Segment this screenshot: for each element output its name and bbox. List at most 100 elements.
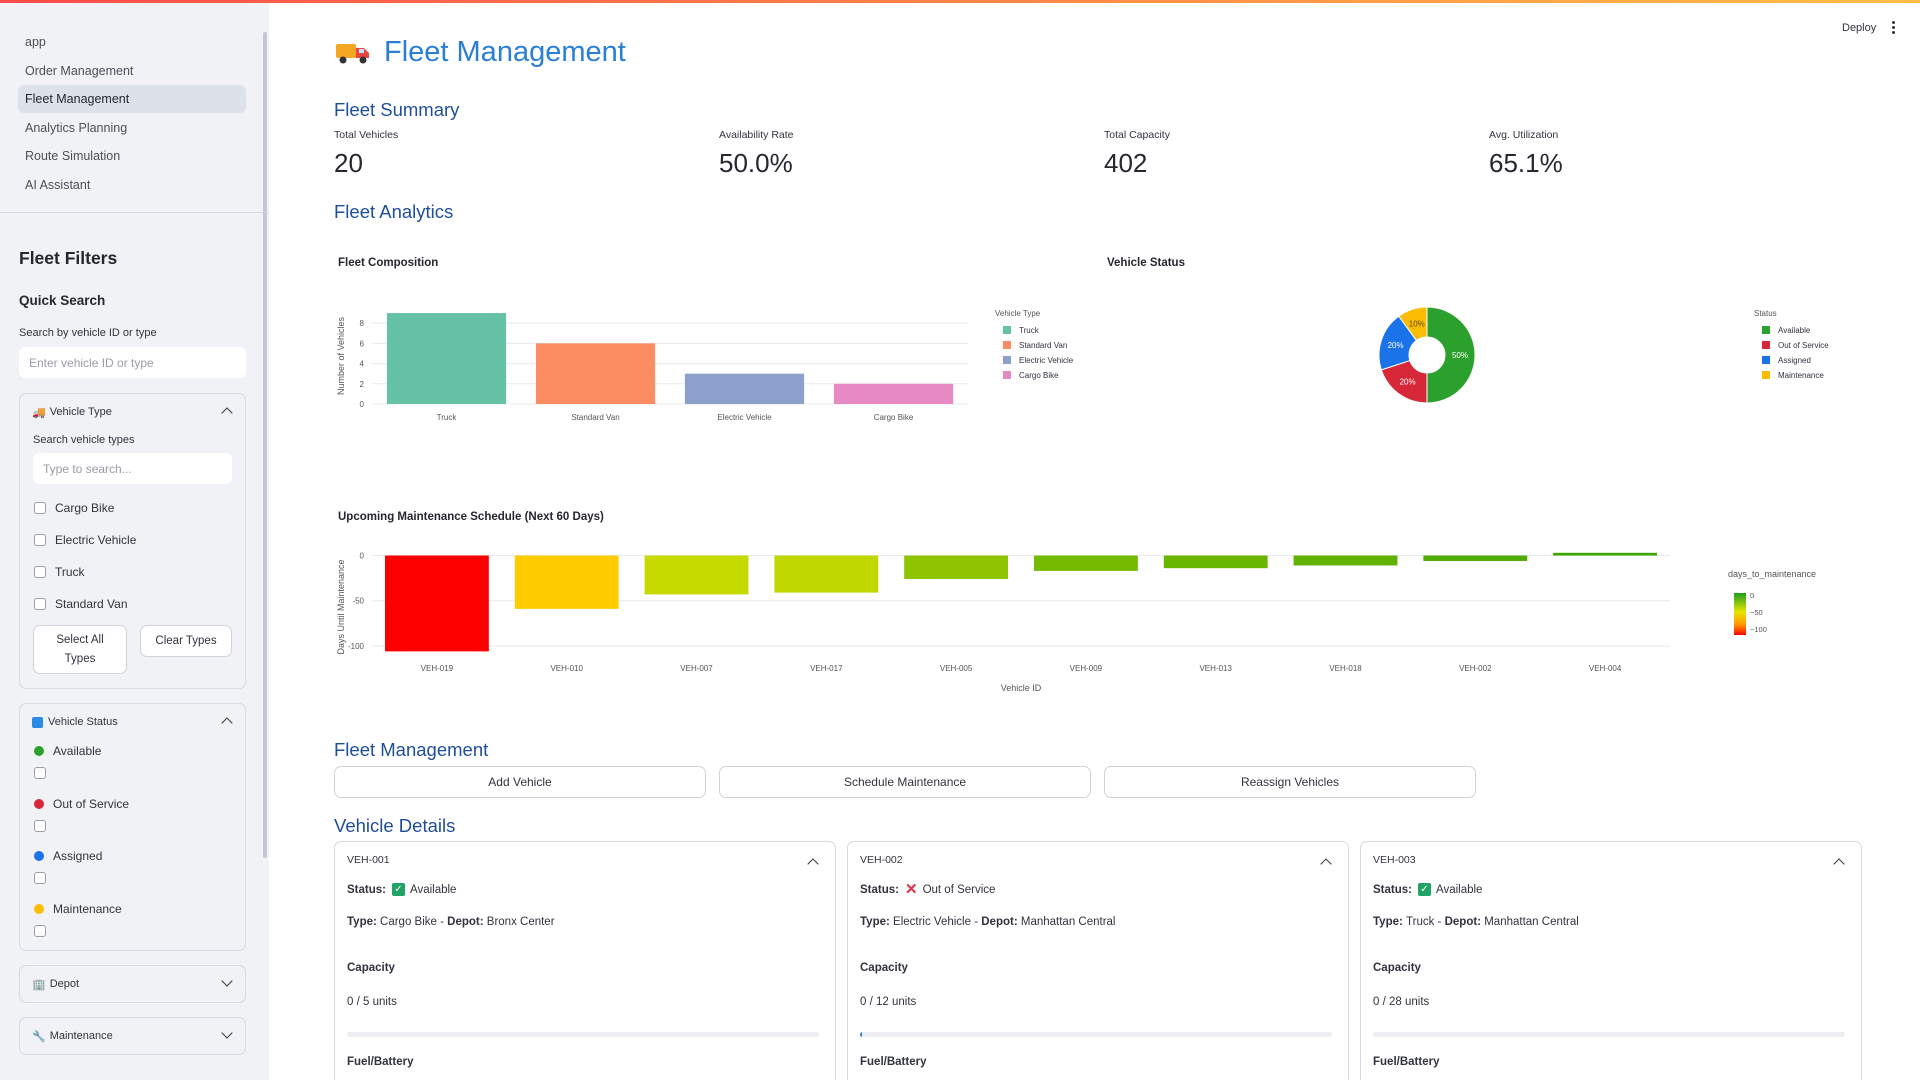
type-option-truck[interactable]: Truck: [34, 565, 85, 579]
status-label: Status:: [860, 883, 899, 896]
chevron-up-icon[interactable]: [1833, 858, 1845, 870]
nav-item-route-simulation[interactable]: Route Simulation: [25, 149, 121, 164]
vehicle-id: VEH-002: [860, 854, 903, 866]
vehicle-status-line: Status: ✓ Available: [1373, 883, 1482, 896]
vehicle-status-header[interactable]: Vehicle Status: [20, 704, 245, 740]
filters-title: Fleet Filters: [19, 248, 118, 268]
clear-types-button[interactable]: Clear Types: [140, 625, 232, 657]
status-label: Status:: [1373, 883, 1412, 896]
legend-swatch: [1762, 326, 1770, 334]
type-label: Type:: [1373, 916, 1403, 928]
legend-label: Standard Van: [1019, 341, 1067, 350]
status-available: Available: [34, 744, 101, 758]
chevron-up-icon: [221, 717, 233, 729]
checkbox[interactable]: [34, 502, 46, 514]
fleet-summary-heading: Fleet Summary: [334, 99, 460, 120]
status-icon: [32, 716, 43, 728]
type-value: Cargo Bike: [380, 916, 437, 928]
main-menu-icon[interactable]: [1892, 21, 1896, 36]
legend-swatch: [1003, 341, 1011, 349]
depot-label: Depot:: [447, 916, 484, 928]
x-tick-label: Cargo Bike: [874, 413, 914, 422]
select-all-types-button[interactable]: Select All Types: [33, 625, 127, 674]
capacity-bar-fill: [860, 1032, 862, 1037]
sidebar-scrollbar[interactable]: [263, 32, 267, 858]
vehicle-type-title: Vehicle Type: [49, 406, 112, 418]
y-tick-label: -50: [352, 597, 364, 606]
chevron-up-icon[interactable]: [807, 858, 819, 870]
bar: [1293, 555, 1398, 566]
nav-item-analytics-planning[interactable]: Analytics Planning: [25, 120, 128, 135]
bar: [644, 555, 749, 595]
depot-expander[interactable]: 🏢 Depot: [19, 965, 246, 1003]
search-label: Search by vehicle ID or type: [19, 327, 157, 339]
status-maintenance-checkbox[interactable]: [34, 925, 46, 937]
status-available-checkbox[interactable]: [34, 767, 46, 779]
status-assigned-checkbox[interactable]: [34, 872, 46, 884]
maintenance-expander[interactable]: 🔧 Maintenance: [19, 1017, 246, 1055]
x-tick-label: VEH-009: [1070, 664, 1103, 673]
chevron-up-icon[interactable]: [1320, 858, 1332, 870]
page-title: Fleet Management: [335, 36, 626, 69]
status-out-of-service-checkbox[interactable]: [34, 820, 46, 832]
fuel-label: Fuel/Battery: [347, 1056, 414, 1068]
x-tick-label: Standard Van: [571, 413, 619, 422]
nav-item-fleet-management[interactable]: Fleet Management: [18, 85, 246, 114]
vehicle-card: VEH-003 Status: ✓ Available Type: Truck …: [1360, 841, 1862, 1080]
vehicle-status-line: Status: ✓ Available: [347, 883, 456, 896]
status-label: Available: [53, 744, 102, 758]
metric-availability-rate: Availability Rate 50.0%: [719, 129, 794, 179]
y-tick-label: 0: [360, 400, 365, 409]
check-icon: ✓: [391, 883, 405, 896]
checkbox[interactable]: [34, 566, 46, 578]
legend-swatch: [1003, 371, 1011, 379]
status-label: Maintenance: [53, 902, 122, 916]
fleet-composition-chart: 0 2 4 6 8 Number of Vehicles Truck Standard Van…: [336, 309, 1074, 422]
x-tick-label: VEH-005: [940, 664, 973, 673]
schedule-maintenance-button[interactable]: Schedule Maintenance: [719, 766, 1091, 798]
vehicle-status-expander: Vehicle Status Available Out of Service …: [19, 703, 246, 951]
vehicle-type-line: Type: Electric Vehicle - Depot: Manhatta…: [860, 916, 1116, 928]
deploy-button[interactable]: Deploy: [1842, 22, 1877, 34]
metric-label: Total Vehicles: [334, 129, 399, 141]
fleet-management-heading: Fleet Management: [334, 739, 489, 760]
depot-value: Manhattan Central: [1484, 916, 1579, 928]
nav-item-app[interactable]: app: [25, 35, 46, 49]
top-accent-bar: [0, 0, 1920, 3]
metric-value: 50.0%: [719, 148, 793, 178]
type-option-standard-van[interactable]: Standard Van: [34, 597, 128, 611]
vehicle-type-search-input[interactable]: Type to search...: [33, 453, 232, 484]
status-value: Out of Service: [922, 883, 996, 896]
capacity-label: Capacity: [860, 962, 908, 974]
bar: [535, 343, 656, 404]
add-vehicle-button[interactable]: Add Vehicle: [334, 766, 706, 798]
status-label: Status:: [347, 883, 386, 896]
nav-item-order-management[interactable]: Order Management: [25, 63, 134, 78]
checkbox[interactable]: [34, 598, 46, 610]
legend-label: Available: [1778, 326, 1811, 335]
reassign-vehicles-button[interactable]: Reassign Vehicles: [1104, 766, 1476, 798]
maintenance-header[interactable]: 🔧 Maintenance: [20, 1018, 245, 1054]
nav-item-ai-assistant[interactable]: AI Assistant: [25, 177, 91, 192]
y-tick-label: -100: [348, 642, 365, 651]
vehicle-id: VEH-001: [347, 854, 390, 866]
vehicle-search-input[interactable]: Enter vehicle ID or type: [19, 347, 246, 378]
cross-icon: ✕: [904, 881, 918, 898]
depot-header[interactable]: 🏢 Depot: [20, 966, 245, 1002]
legend-title: Status: [1754, 309, 1777, 318]
y-axis-label: Days Until Maintenance: [336, 559, 346, 654]
x-tick-label: Electric Vehicle: [717, 413, 772, 422]
checkbox[interactable]: [34, 534, 46, 546]
vehicle-id: VEH-003: [1373, 854, 1416, 866]
colorbar-tick-label: −100: [1750, 625, 1767, 634]
depot-label: Depot:: [981, 916, 1018, 928]
slice-label: 20%: [1388, 341, 1404, 350]
type-option-electric-vehicle[interactable]: Electric Vehicle: [34, 533, 136, 547]
bar: [1423, 555, 1528, 561]
legend-title: Vehicle Type: [995, 309, 1041, 318]
pie-slice: [1426, 306, 1476, 404]
vehicle-type-header[interactable]: 🚚 Vehicle Type: [20, 394, 245, 430]
status-label: Out of Service: [53, 797, 130, 811]
type-option-cargo-bike[interactable]: Cargo Bike: [34, 501, 114, 515]
